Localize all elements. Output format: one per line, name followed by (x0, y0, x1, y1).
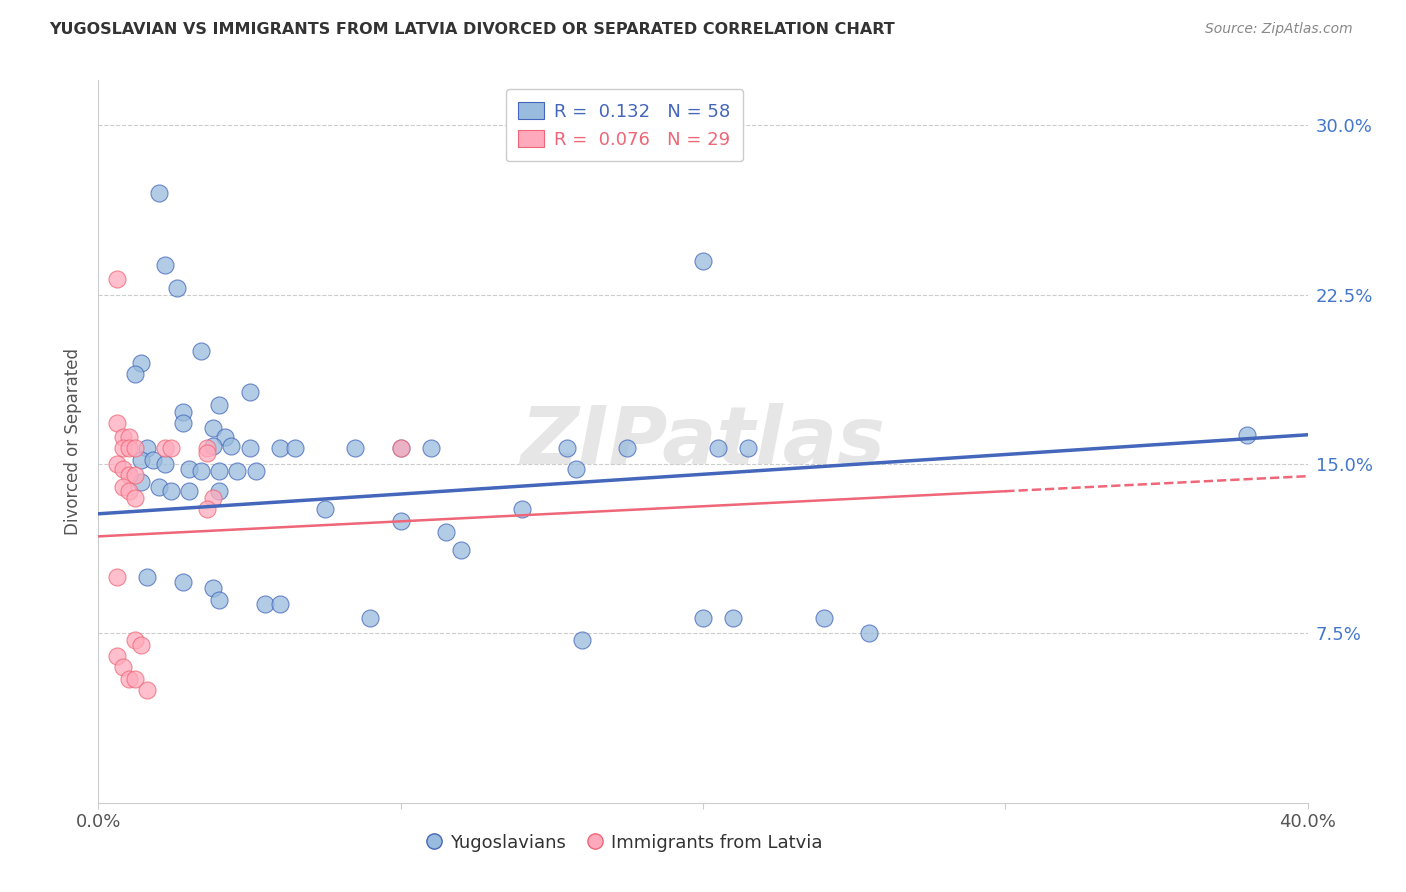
Point (129, 355, 152, 369)
Point (166, 281, 188, 295)
Point (208, 398, 231, 412)
Point (179, 484, 201, 499)
Point (202, 439, 225, 453)
Point (172, 417, 194, 431)
Point (179, 461, 201, 475)
Point (208, 592, 231, 607)
Point (737, 442, 759, 456)
Point (195, 442, 218, 456)
Point (135, 682, 157, 697)
Point (148, 186, 170, 201)
Point (105, 570, 128, 584)
Point (172, 574, 194, 589)
Point (202, 582, 225, 596)
Point (118, 672, 141, 686)
Point (707, 442, 730, 456)
Point (129, 452, 152, 467)
Point (160, 442, 183, 456)
Point (105, 417, 128, 431)
Point (111, 660, 134, 674)
Point (111, 430, 134, 444)
Point (124, 442, 146, 456)
Point (124, 672, 146, 686)
Point (195, 502, 218, 516)
Text: Source: ZipAtlas.com: Source: ZipAtlas.com (1205, 22, 1353, 37)
Point (245, 464, 267, 478)
Point (208, 464, 231, 478)
Point (160, 484, 183, 499)
Point (692, 610, 714, 624)
Point (124, 468, 146, 483)
Point (214, 430, 236, 444)
Point (858, 626, 880, 640)
Point (723, 610, 745, 624)
Point (314, 502, 336, 516)
Point (153, 457, 176, 471)
Point (1236, 427, 1258, 442)
Point (202, 491, 225, 505)
Point (284, 442, 307, 456)
Point (118, 468, 141, 483)
Point (344, 442, 367, 456)
Point (124, 367, 146, 381)
Point (118, 442, 141, 456)
Point (389, 514, 412, 528)
Point (153, 442, 176, 456)
Point (226, 464, 249, 478)
Point (105, 272, 128, 286)
Point (616, 442, 638, 456)
Point (239, 384, 262, 399)
Point (135, 570, 157, 584)
Point (142, 452, 165, 467)
Point (208, 484, 231, 499)
Point (202, 421, 225, 435)
Point (111, 461, 134, 475)
Point (105, 648, 128, 663)
Point (269, 442, 291, 456)
Point (565, 461, 588, 475)
Point (129, 475, 152, 490)
Point (118, 430, 141, 444)
Point (360, 610, 382, 624)
Point (221, 439, 243, 453)
Point (420, 442, 443, 456)
Point (813, 610, 835, 624)
Point (135, 442, 157, 456)
Point (111, 442, 134, 456)
Point (153, 259, 176, 273)
Point (389, 442, 412, 456)
Point (129, 638, 152, 652)
Point (555, 442, 578, 456)
Point (571, 633, 593, 648)
Point (389, 442, 412, 456)
Y-axis label: Divorced or Separated: Divorced or Separated (65, 348, 83, 535)
Point (190, 464, 212, 478)
Point (269, 597, 291, 611)
Text: ZIPatlas: ZIPatlas (520, 402, 886, 481)
Point (105, 457, 128, 471)
Point (239, 442, 262, 456)
Point (195, 446, 218, 460)
Point (510, 502, 533, 516)
Point (253, 597, 276, 611)
Point (190, 344, 212, 359)
Point (450, 542, 472, 557)
Text: YUGOSLAVIAN VS IMMIGRANTS FROM LATVIA DIVORCED OR SEPARATED CORRELATION CHART: YUGOSLAVIAN VS IMMIGRANTS FROM LATVIA DI… (49, 22, 896, 37)
Point (172, 405, 194, 419)
Legend: Yugoslavians, Immigrants from Latvia: Yugoslavians, Immigrants from Latvia (419, 826, 830, 859)
Point (124, 491, 146, 505)
Point (118, 484, 141, 499)
Point (111, 480, 134, 494)
Point (148, 480, 170, 494)
Point (434, 524, 457, 539)
Point (692, 253, 714, 268)
Point (124, 633, 146, 648)
